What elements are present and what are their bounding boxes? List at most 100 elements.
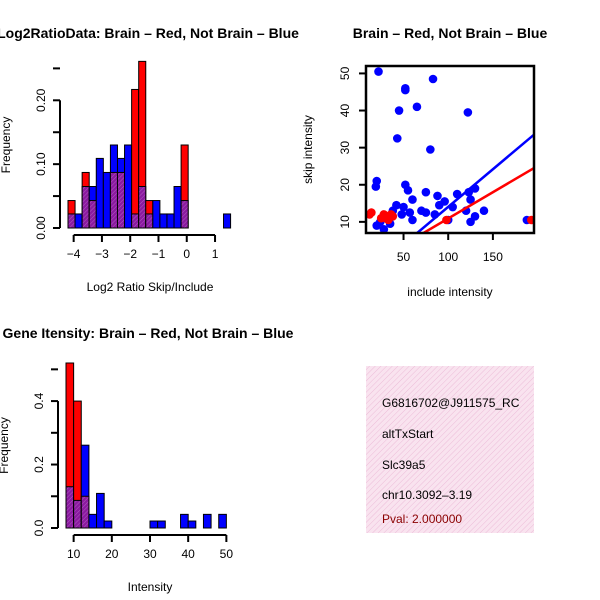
hist-bar-overlap [116,171,126,229]
scatter-point-not-brain [433,191,442,201]
hist-bar-overlap [65,486,75,529]
y-tick-label: 0.0 [32,519,46,536]
hist-bar-overlap [109,171,118,229]
x-tick-label: −4 [67,247,81,261]
y-tick-label: 30 [338,141,352,155]
hist-bar-not-brain [187,520,197,529]
hist-bar-not-brain [159,213,168,229]
scatter-point-not-brain [426,145,435,154]
x-tick-label: −3 [95,247,109,261]
x-tick-label: 40 [182,547,196,561]
hist-bar-not-brain [74,213,83,229]
scatter-point-not-brain [394,106,404,115]
info-panel-background [366,366,534,533]
hist-bar-not-brain [173,186,182,229]
info-line-event-type: altTxStart [382,427,434,441]
hist-bar-overlap [81,186,90,229]
info-line-gene-symbol: Slc39a5 [382,458,426,472]
y-tick-label: 0.00 [34,216,48,240]
x-tick-label: 1 [212,247,219,261]
hist-bar-not-brain [180,513,189,529]
scatter-point-not-brain [479,206,489,216]
hist-bar-overlap [73,499,82,529]
scatter-point-not-brain [372,221,382,230]
info-line-pval: Pval: 2.000000 [382,512,462,526]
scatter-point-not-brain [463,108,473,117]
scatter-point-not-brain [401,85,410,95]
x-axis-label: Intensity [128,580,173,594]
scatter-point-not-brain [374,67,383,76]
scatter-point-not-brain [403,186,413,195]
scatter-point-not-brain [421,187,431,197]
scatter-point-not-brain [466,195,475,204]
hist-bar-overlap [145,213,154,229]
scatter-point-not-brain [392,134,402,143]
fit-line-not-brain [415,133,534,233]
hist-bar-overlap [80,495,90,529]
scatter-intensity-title: Brain – Red, Not Brain – Blue [353,25,548,41]
hist-bar-overlap [138,186,147,229]
y-tick-label: 40 [338,104,352,118]
hist-bar-not-brain [157,520,166,529]
scatter-plot-area [366,67,534,233]
scatter-point-not-brain [397,210,407,219]
scatter-point-not-brain [371,182,381,191]
info-panel: G6816702@J911575_RC altTxStart Slc39a5 c… [366,366,534,533]
hist-bar-not-brain [88,513,98,529]
scatter-point-not-brain [408,215,417,225]
scatter-point-not-brain [379,224,389,233]
y-tick-label: 0.4 [32,392,46,409]
info-line-probe-id: G6816702@J911575_RC [382,396,520,410]
x-axis-label: Log2 Ratio Skip/Include [87,280,214,294]
histogram-intensity-panel: Gene Itensity: Brain – Red, Not Brain – … [0,325,294,594]
y-tick-label: 0.2 [32,456,46,473]
y-tick-label: 20 [338,178,352,192]
hist-bar-overlap [131,213,140,229]
scatter-intensity-panel: Brain – Red, Not Brain – Blue 50 100 150 10… [301,25,547,299]
x-tick-label: 20 [105,547,119,561]
scatter-point-not-brain [412,102,422,112]
scatter-point-not-brain [399,202,408,212]
y-tick-label: 0.20 [34,88,48,112]
histogram-log2ratio-title: Log2RatioData: Brain – Red, Not Brain – … [0,25,299,41]
x-tick-label: 50 [220,547,234,561]
scatter-point-not-brain [466,217,475,227]
scatter-point-not-brain [408,195,417,204]
hist-bar-overlap [67,213,76,229]
hist-bar-not-brain [166,213,175,229]
y-tick-label: 0.10 [34,152,48,176]
scatter-point-not-brain [405,208,415,217]
hist-bar-not-brain [223,213,232,229]
hist-bar-not-brain [202,513,212,529]
histogram-log2ratio-panel: Log2RatioData: Brain – Red, Not Brain – … [0,25,299,294]
scatter-point-not-brain [428,74,438,84]
y-axis-label: skip intensity [301,115,315,184]
scatter-point-brain [388,212,398,221]
hist-bar-not-brain [102,171,111,229]
hist-bar-overlap [88,200,97,229]
x-tick-label: 0 [183,247,190,261]
hist-bar-not-brain [103,520,113,529]
x-tick-label: 50 [397,250,411,264]
x-tick-label: −2 [123,247,137,261]
hist-bar-not-brain [124,144,133,229]
info-line-locus: chr10.3092–3.19 [382,488,472,502]
hist-bar-not-brain [152,200,161,229]
hist-bar-brain [131,88,140,229]
scatter-point-brain [527,215,534,225]
fit-line-brain [421,166,534,233]
x-tick-label: 30 [143,547,157,561]
histogram-intensity-title: Gene Itensity: Brain – Red, Not Brain – … [3,325,294,341]
x-tick-label: 150 [483,250,503,264]
scatter-point-not-brain [421,208,431,217]
x-tick-label: 10 [67,547,81,561]
y-axis-label: Frequency [0,117,13,174]
plot-frame [364,64,536,235]
scatter-point-brain [367,208,376,217]
x-tick-label: 100 [438,250,458,264]
y-axis-label: Frequency [0,417,11,474]
hist-bar-not-brain [149,520,159,529]
y-tick-label: 50 [338,66,352,80]
hist-bar-overlap [180,200,189,229]
